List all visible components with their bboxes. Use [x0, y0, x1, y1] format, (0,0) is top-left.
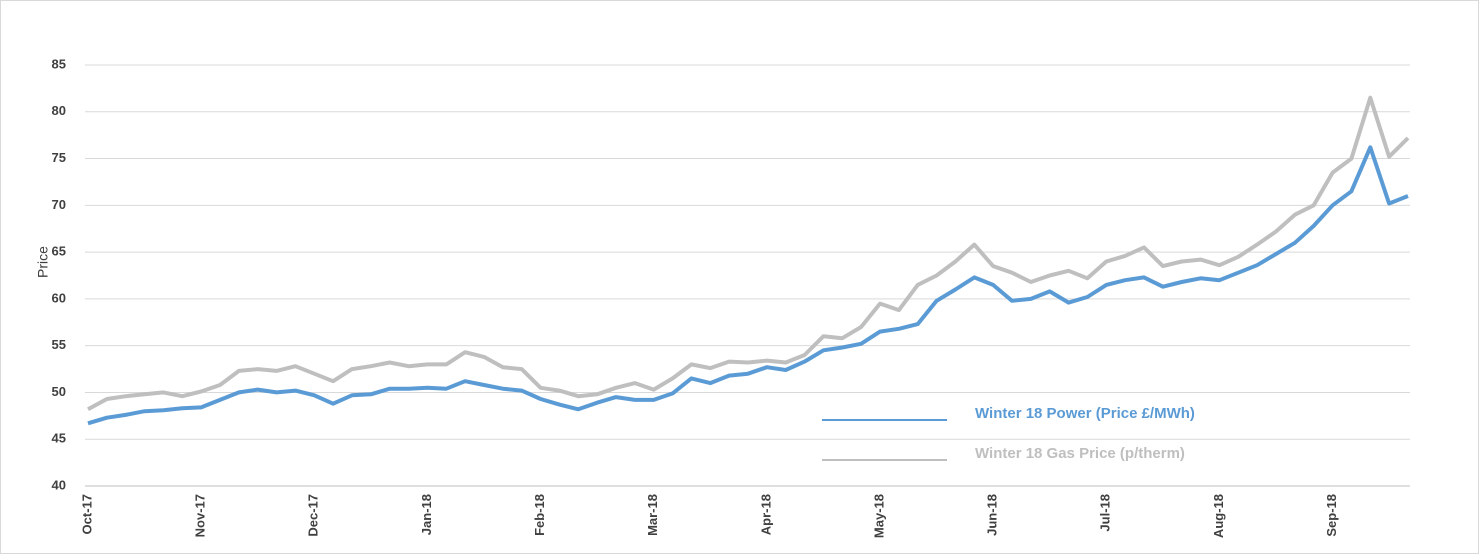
- y-axis-label: Price: [35, 246, 51, 278]
- y-tick-label: 60: [52, 290, 66, 305]
- x-tick-label: Apr-18: [758, 494, 773, 535]
- x-tick-label: Feb-18: [532, 494, 547, 536]
- y-tick-label: 65: [52, 244, 66, 259]
- y-tick-label: 80: [52, 103, 66, 118]
- y-tick-label: 55: [52, 337, 66, 352]
- x-tick-label: Jul-18: [1098, 494, 1113, 532]
- legend-label: Winter 18 Power (Price £/MWh): [975, 405, 1195, 422]
- x-tick-label: May-18: [871, 494, 886, 538]
- y-tick-label: 50: [52, 384, 66, 399]
- x-tick-label: Dec-17: [306, 494, 321, 537]
- legend-label: Winter 18 Gas Price (p/therm): [975, 445, 1185, 462]
- x-tick-label: Jan-18: [419, 494, 434, 535]
- x-tick-label: Aug-18: [1211, 494, 1226, 538]
- y-tick-label: 40: [52, 477, 66, 492]
- y-tick-label: 85: [52, 56, 66, 71]
- y-tick-label: 70: [52, 197, 66, 212]
- x-tick-label: Sep-18: [1324, 494, 1339, 537]
- x-tick-label: Jun-18: [985, 494, 1000, 536]
- data-line: [87, 95, 1410, 412]
- data-line: [87, 145, 1409, 426]
- x-tick-label: Oct-17: [79, 494, 94, 534]
- x-tick-label: Mar-18: [645, 494, 660, 536]
- y-tick-label: 45: [52, 431, 66, 446]
- x-tick-label: Nov-17: [193, 494, 208, 537]
- y-tick-label: 75: [52, 150, 66, 165]
